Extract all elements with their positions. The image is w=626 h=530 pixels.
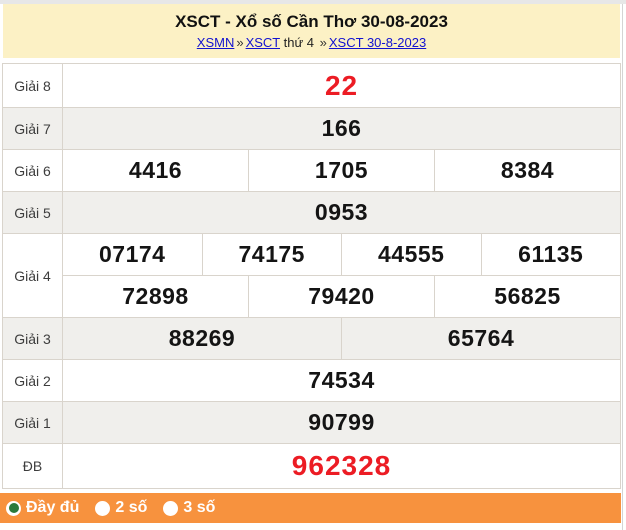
prize-value: 56825	[433, 275, 622, 318]
breadcrumb-link-xsct[interactable]: XSCT	[245, 35, 281, 50]
radio-label[interactable]: 3 số	[183, 499, 216, 516]
prize-value: 4416	[62, 149, 249, 192]
prize-value: 8384	[433, 149, 622, 192]
prize-value: 22	[61, 63, 622, 108]
row-giai-5: Giải 5 0953	[2, 191, 622, 234]
prize-value: 72898	[62, 275, 249, 318]
breadcrumb-weekday: thứ 4	[283, 35, 315, 50]
radio-full[interactable]: Đầy đủ	[6, 499, 79, 517]
row-db: ĐB 962328	[2, 443, 622, 489]
radio-label[interactable]: 2 số	[115, 499, 148, 516]
result-header: XSCT - Xổ số Cần Thơ 30-08-2023 XSMN» XSC…	[3, 4, 620, 58]
display-mode-bar: Đầy đủ 2 số 3 số	[0, 493, 621, 523]
prize-value: 79420	[248, 275, 435, 318]
breadcrumb-separator: »	[236, 35, 244, 50]
row-giai-4b: 72898 79420 56825	[3, 275, 622, 318]
row-giai-1: Giải 1 90799	[2, 401, 622, 444]
page-title: XSCT - Xổ số Cần Thơ 30-08-2023	[175, 12, 448, 31]
prize-value: 0953	[61, 191, 622, 234]
row-giai-2: Giải 2 74534	[2, 359, 622, 402]
prize-value: 44555	[341, 233, 482, 276]
prize-label: ĐB	[2, 443, 63, 489]
row-giai-6: Giải 6 4416 1705 8384	[2, 149, 622, 192]
right-border-line	[622, 4, 623, 530]
prize-label: Giải 8	[2, 63, 63, 108]
row-giai-3: Giải 3 88269 65764	[2, 317, 622, 360]
results-table-wrapper: Giải 8 22 Giải 7 166 Giải 6 4416 1705 83…	[2, 63, 626, 489]
radio-label[interactable]: Đầy đủ	[26, 499, 80, 516]
prize-label: Giải 2	[2, 359, 63, 402]
prize-label: Giải 7	[2, 107, 63, 150]
prize-value: 88269	[62, 317, 342, 360]
prize-value: 65764	[340, 317, 622, 360]
radio-3-digits[interactable]: 3 số	[163, 499, 215, 517]
breadcrumb-separator: »	[319, 35, 327, 50]
prize-label: Giải 5	[2, 191, 63, 234]
row-giai-7: Giải 7 166	[2, 107, 622, 150]
breadcrumb-link-date[interactable]: XSCT 30-8-2023	[328, 35, 427, 50]
prize-value: 74534	[61, 359, 622, 402]
prize-value: 962328	[61, 443, 622, 489]
breadcrumb: XSMN» XSCT thứ 4 » XSCT 30-8-2023	[3, 35, 620, 50]
radio-2-digits[interactable]: 2 số	[95, 499, 147, 517]
radio-icon[interactable]	[6, 500, 21, 516]
row-giai-4a: Giải 4 07174 74175 44555 61135	[2, 233, 622, 318]
prize-value: 1705	[248, 149, 435, 192]
radio-icon[interactable]	[163, 500, 179, 516]
top-strip	[0, 0, 626, 4]
prize-label: Giải 6	[2, 149, 63, 192]
prize-label: Giải 3	[2, 317, 63, 360]
prize-value: 90799	[61, 401, 622, 444]
prize-value: 74175	[201, 233, 342, 276]
row-giai-8: Giải 8 22	[2, 63, 622, 108]
prize-label: Giải 4	[2, 233, 63, 318]
results-table: Giải 8 22 Giải 7 166 Giải 6 4416 1705 83…	[2, 63, 622, 489]
breadcrumb-link-xsmn[interactable]: XSMN	[196, 35, 235, 50]
prize-value: 166	[61, 107, 622, 150]
prize-label: Giải 1	[2, 401, 63, 444]
radio-icon[interactable]	[95, 500, 111, 516]
prize-value: 07174	[62, 233, 203, 276]
prize-value: 61135	[480, 233, 622, 276]
